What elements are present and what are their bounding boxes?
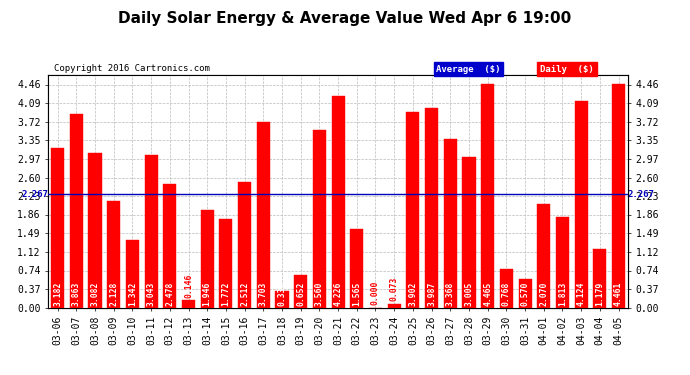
Text: 2.512: 2.512 bbox=[240, 281, 249, 306]
Text: 4.226: 4.226 bbox=[333, 281, 343, 306]
Text: 0.652: 0.652 bbox=[296, 281, 305, 306]
Text: 3.863: 3.863 bbox=[72, 281, 81, 306]
Bar bbox=[88, 153, 101, 308]
Bar bbox=[51, 148, 64, 308]
Text: 1.946: 1.946 bbox=[203, 281, 212, 306]
Text: 4.461: 4.461 bbox=[614, 281, 623, 306]
Text: 3.368: 3.368 bbox=[446, 281, 455, 306]
Bar bbox=[70, 114, 83, 308]
Bar bbox=[164, 184, 177, 308]
Bar bbox=[481, 84, 494, 308]
Bar bbox=[462, 157, 475, 308]
Text: 1.813: 1.813 bbox=[558, 281, 567, 306]
Text: 3.703: 3.703 bbox=[259, 281, 268, 306]
Text: 0.570: 0.570 bbox=[520, 281, 529, 306]
Bar bbox=[388, 304, 401, 307]
Bar bbox=[219, 219, 233, 308]
Bar bbox=[500, 269, 513, 308]
Text: 0.339: 0.339 bbox=[277, 281, 286, 306]
Bar bbox=[294, 275, 307, 308]
Bar bbox=[406, 112, 420, 308]
Text: 0.768: 0.768 bbox=[502, 281, 511, 306]
Bar bbox=[126, 240, 139, 308]
Text: 2.070: 2.070 bbox=[540, 281, 549, 306]
Text: Average  ($): Average ($) bbox=[436, 64, 501, 74]
Text: 0.073: 0.073 bbox=[390, 277, 399, 302]
Bar bbox=[238, 182, 251, 308]
Text: 3.005: 3.005 bbox=[464, 281, 473, 306]
Text: 4.465: 4.465 bbox=[483, 281, 492, 306]
Bar bbox=[612, 84, 625, 308]
Bar bbox=[313, 129, 326, 308]
Bar bbox=[145, 155, 158, 308]
Text: 3.560: 3.560 bbox=[315, 281, 324, 306]
Bar bbox=[275, 291, 288, 308]
Bar bbox=[107, 201, 120, 308]
Text: Copyright 2016 Cartronics.com: Copyright 2016 Cartronics.com bbox=[54, 64, 210, 73]
Text: 3.182: 3.182 bbox=[53, 281, 62, 306]
Text: 1.565: 1.565 bbox=[353, 281, 362, 306]
Text: 1.772: 1.772 bbox=[221, 281, 230, 306]
Text: 3.987: 3.987 bbox=[427, 281, 436, 306]
Bar bbox=[425, 108, 438, 308]
Text: 1.179: 1.179 bbox=[595, 281, 604, 306]
Bar bbox=[575, 101, 588, 308]
Text: 0.146: 0.146 bbox=[184, 273, 193, 298]
Text: Daily Solar Energy & Average Value Wed Apr 6 19:00: Daily Solar Energy & Average Value Wed A… bbox=[119, 11, 571, 26]
Text: 3.902: 3.902 bbox=[408, 281, 417, 306]
Bar bbox=[538, 204, 551, 308]
Text: 1.342: 1.342 bbox=[128, 281, 137, 306]
Text: 0.000: 0.000 bbox=[371, 280, 380, 305]
Text: 2.478: 2.478 bbox=[166, 281, 175, 306]
Text: 2.128: 2.128 bbox=[109, 281, 118, 306]
Text: 3.082: 3.082 bbox=[90, 281, 99, 306]
Text: 4.124: 4.124 bbox=[577, 281, 586, 306]
Bar bbox=[351, 229, 364, 308]
Bar bbox=[257, 122, 270, 308]
Text: Daily  ($): Daily ($) bbox=[540, 64, 594, 74]
Text: 2.267: 2.267 bbox=[21, 190, 48, 199]
Bar bbox=[593, 249, 607, 308]
Bar bbox=[444, 139, 457, 308]
Bar bbox=[332, 96, 344, 308]
Bar bbox=[518, 279, 531, 308]
Text: 2.267: 2.267 bbox=[628, 190, 655, 199]
Bar bbox=[556, 217, 569, 308]
Bar bbox=[201, 210, 214, 308]
Text: 3.043: 3.043 bbox=[147, 281, 156, 306]
Bar bbox=[182, 300, 195, 307]
